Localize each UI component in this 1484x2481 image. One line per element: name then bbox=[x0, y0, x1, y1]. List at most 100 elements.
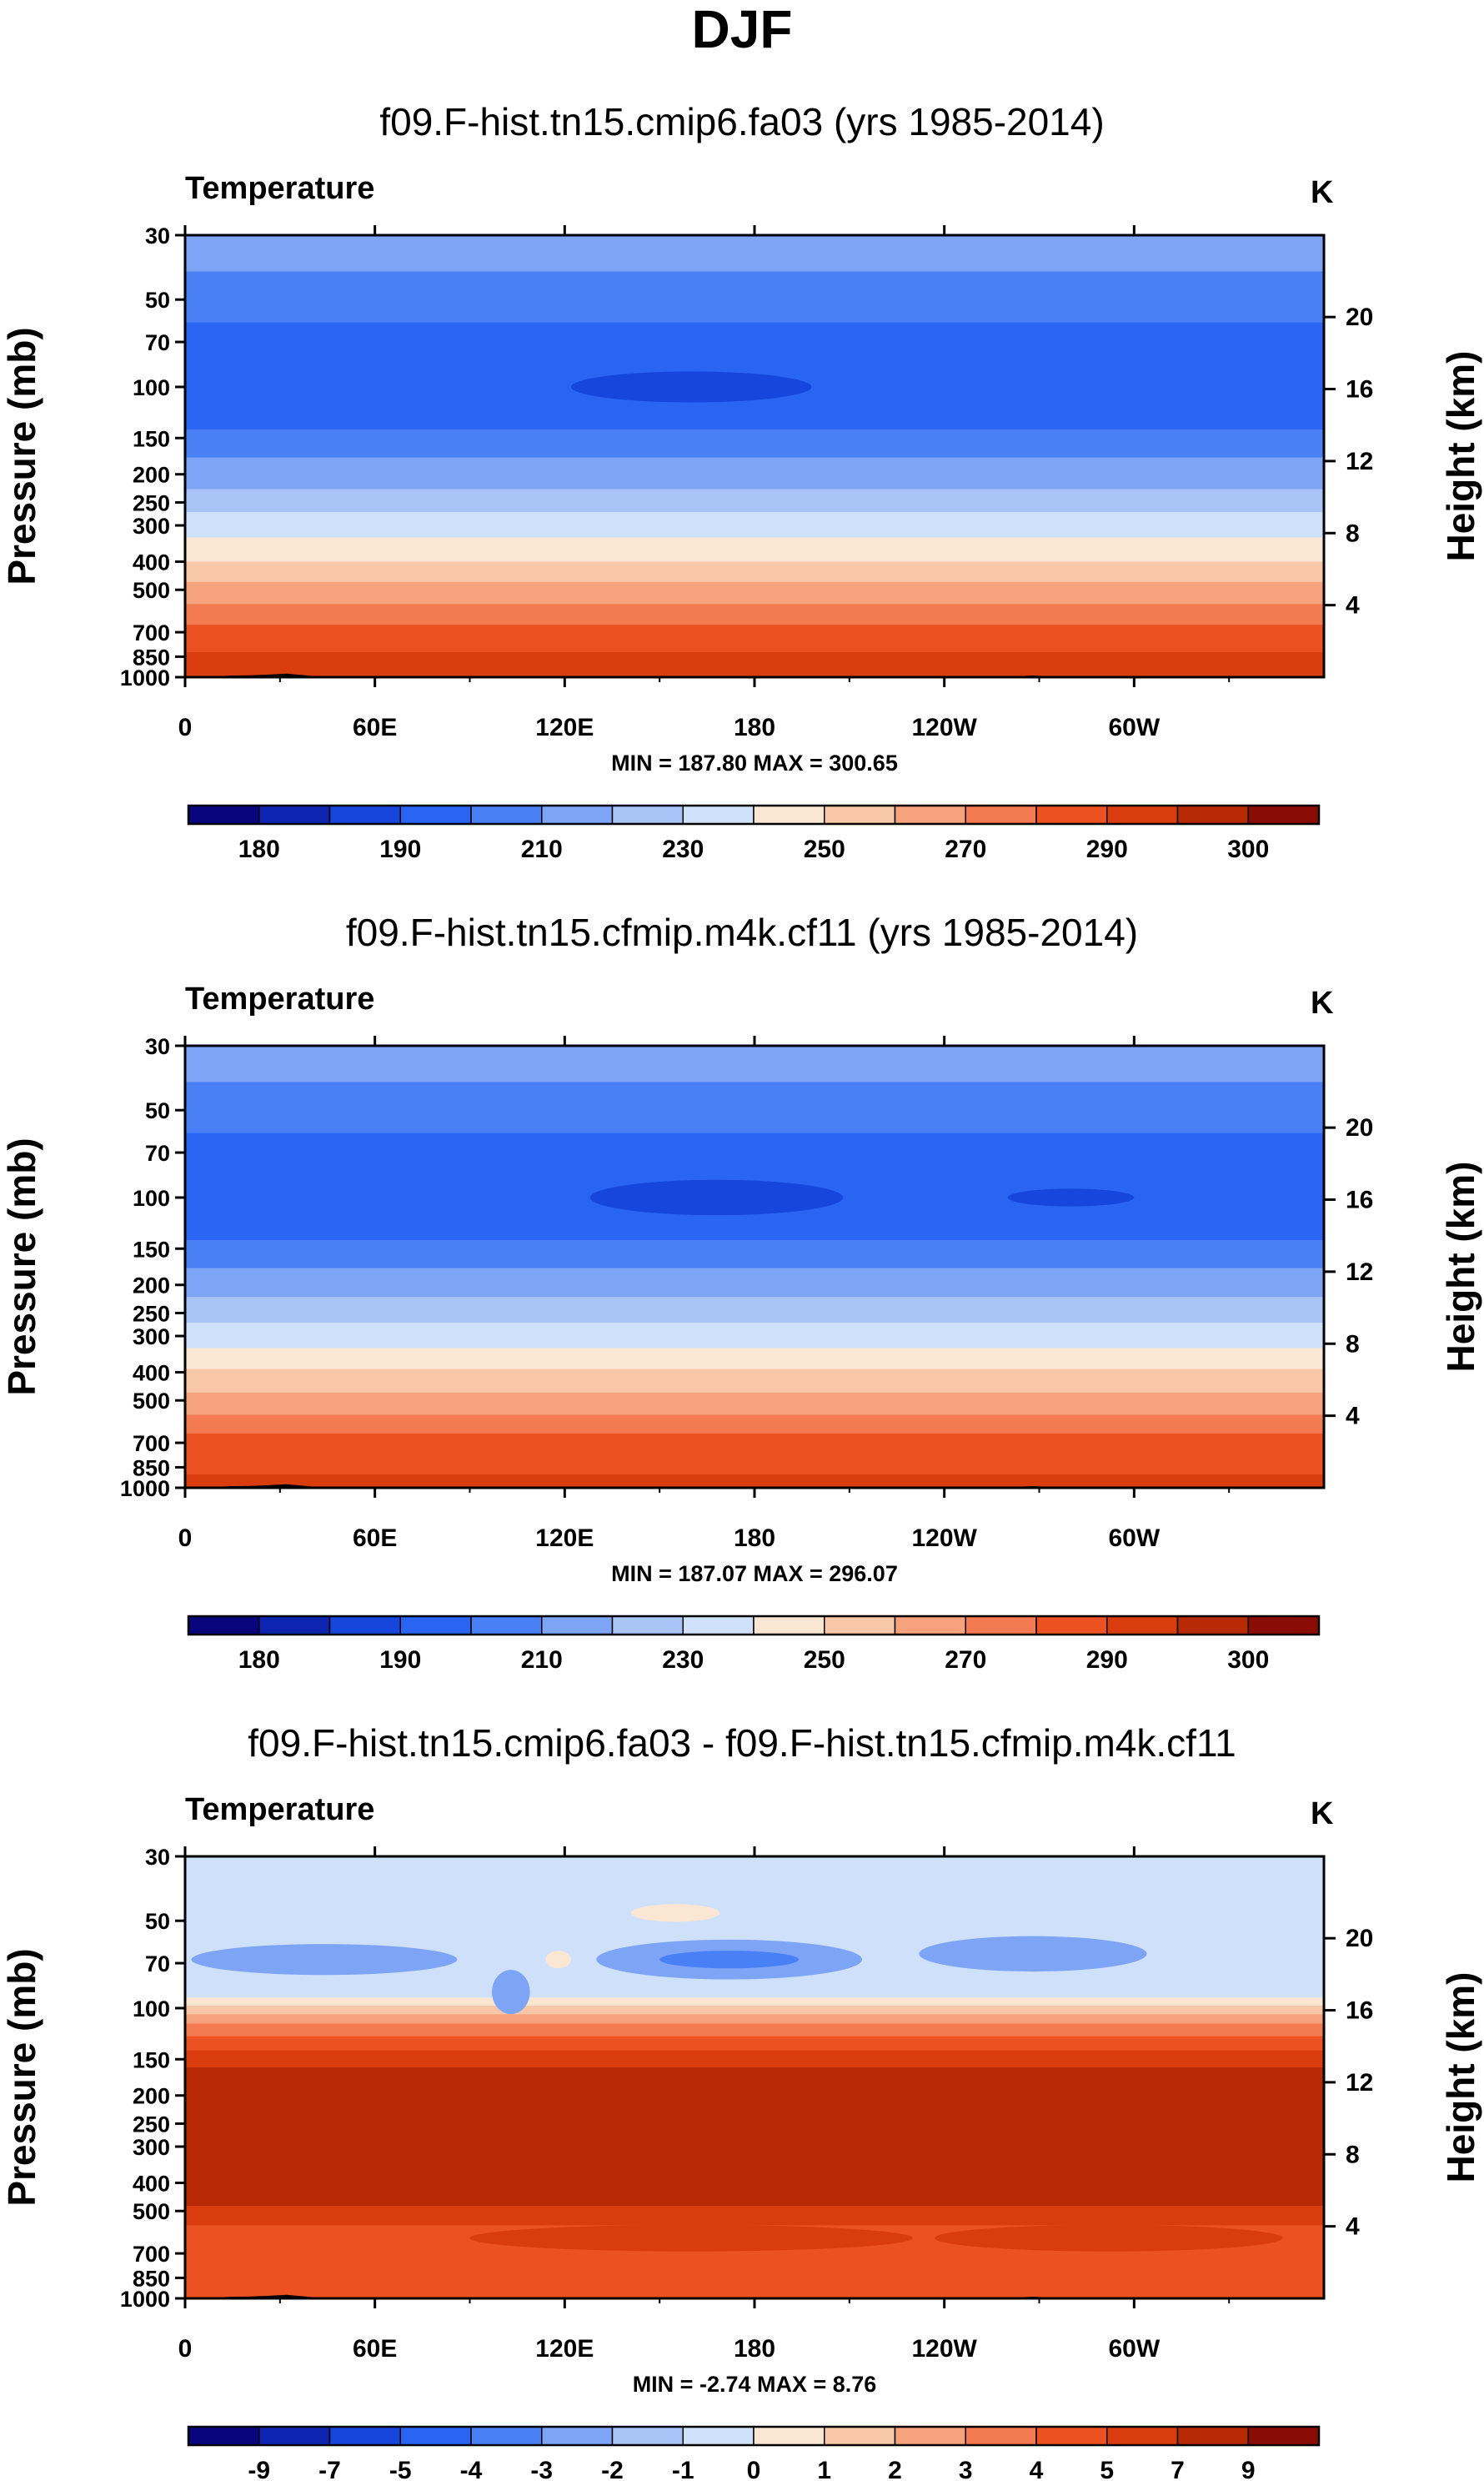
height-tick-label: 20 bbox=[1346, 1114, 1373, 1142]
colorbar-label: -5 bbox=[389, 2457, 412, 2481]
contour-feature bbox=[919, 1936, 1147, 1972]
colorbar-label: 300 bbox=[1227, 836, 1269, 863]
height-tick-label: 8 bbox=[1346, 2141, 1360, 2168]
colorbar-swatch bbox=[682, 805, 755, 825]
min-max-text: MIN = 187.80 MAX = 300.65 bbox=[611, 751, 898, 776]
pressure-tick-label: 70 bbox=[145, 330, 170, 355]
colorbar-label: 3 bbox=[959, 2457, 973, 2481]
panel-difference: f09.F-hist.tn15.cmip6.fa03 - f09.F-hist.… bbox=[0, 1721, 1482, 2481]
x-tick-label: 120W bbox=[911, 2335, 977, 2363]
variable-label: Temperature bbox=[185, 982, 374, 1017]
colorbar-label: 1 bbox=[817, 2457, 831, 2481]
contour-band bbox=[185, 2067, 1324, 2207]
contour-feature bbox=[570, 371, 812, 403]
unit-label: K bbox=[1311, 175, 1334, 210]
colorbar-swatch bbox=[965, 2426, 1037, 2446]
pressure-tick-label: 850 bbox=[133, 645, 170, 670]
colorbar-label: 270 bbox=[945, 836, 986, 863]
contour-feature bbox=[631, 1904, 720, 1922]
colorbar-swatch bbox=[188, 1615, 260, 1635]
variable-label: Temperature bbox=[185, 1792, 374, 1827]
colorbar-swatch bbox=[541, 805, 614, 825]
height-axis-label: Height (km) bbox=[1439, 351, 1482, 562]
contour-band bbox=[185, 2014, 1324, 2025]
colorbar-swatch bbox=[399, 2426, 472, 2446]
colorbar-label: -3 bbox=[530, 2457, 553, 2481]
pressure-tick-label: 300 bbox=[133, 1324, 170, 1349]
colorbar-swatch bbox=[328, 1615, 401, 1635]
panel-title: f09.F-hist.tn15.cmip6.fa03 - f09.F-hist.… bbox=[248, 1721, 1236, 1765]
contour-band bbox=[185, 1239, 1324, 1269]
pressure-axis-label: Pressure (mb) bbox=[0, 1138, 43, 1395]
figure-title: DJF bbox=[692, 0, 793, 59]
min-max-text: MIN = 187.07 MAX = 296.07 bbox=[611, 1561, 898, 1586]
pressure-tick-label: 70 bbox=[145, 1141, 170, 1166]
colorbar-swatch bbox=[1106, 1615, 1179, 1635]
contour-band bbox=[185, 429, 1324, 459]
contour-band bbox=[185, 1414, 1324, 1434]
contour-feature bbox=[492, 1970, 530, 2015]
colorbar-swatch bbox=[965, 1615, 1037, 1635]
colorbar-label: 4 bbox=[1030, 2457, 1044, 2481]
colorbar-swatch bbox=[1176, 1615, 1249, 1635]
colorbar-swatch bbox=[470, 2426, 543, 2446]
colorbar-swatch bbox=[894, 2426, 966, 2446]
contour-band bbox=[185, 1369, 1324, 1394]
colorbar-label: 290 bbox=[1086, 1646, 1128, 1674]
x-tick-label: 60E bbox=[353, 1524, 397, 1552]
colorbar-swatch bbox=[470, 805, 543, 825]
contour-band bbox=[185, 2023, 1324, 2037]
x-tick-label: 120W bbox=[911, 714, 977, 741]
pressure-tick-label: 30 bbox=[145, 1034, 170, 1059]
x-tick-label: 180 bbox=[734, 1524, 775, 1552]
colorbar-swatch bbox=[258, 2426, 331, 2446]
colorbar-label: 9 bbox=[1241, 2457, 1256, 2481]
height-tick-label: 12 bbox=[1346, 2069, 1373, 2097]
x-tick-label: 60W bbox=[1108, 1524, 1160, 1552]
height-tick-label: 12 bbox=[1346, 1258, 1373, 1286]
contour-band bbox=[185, 2050, 1324, 2068]
contour-band bbox=[185, 625, 1324, 653]
colorbar-swatch bbox=[1247, 1615, 1320, 1635]
colorbar-swatch bbox=[399, 805, 472, 825]
pressure-tick-label: 70 bbox=[145, 1951, 170, 1976]
colorbar-label: 300 bbox=[1227, 1646, 1269, 1674]
x-tick-label: 60W bbox=[1108, 714, 1160, 741]
contour-feature bbox=[1007, 1188, 1135, 1207]
colorbar-swatch bbox=[611, 1615, 684, 1635]
pressure-tick-label: 400 bbox=[133, 550, 170, 575]
colorbar-swatch bbox=[894, 1615, 966, 1635]
colorbar-swatch bbox=[1176, 2426, 1249, 2446]
contour-band bbox=[185, 652, 1324, 677]
pressure-tick-label: 850 bbox=[133, 2266, 170, 2291]
height-tick-label: 20 bbox=[1346, 304, 1373, 331]
colorbar-label: -7 bbox=[318, 2457, 341, 2481]
pressure-tick-label: 700 bbox=[133, 620, 170, 645]
colorbar-frame bbox=[187, 804, 1321, 826]
colorbar-swatch bbox=[399, 1615, 472, 1635]
colorbar-swatch bbox=[611, 2426, 684, 2446]
pressure-tick-label: 200 bbox=[133, 2084, 170, 2109]
contour-feature bbox=[191, 1944, 458, 1976]
contour-band bbox=[185, 561, 1324, 583]
contour-band bbox=[185, 1323, 1324, 1349]
contour-band bbox=[185, 489, 1324, 513]
contour-band bbox=[185, 1392, 1324, 1415]
height-tick-label: 16 bbox=[1346, 376, 1373, 404]
contour-band bbox=[185, 1046, 1324, 1083]
pressure-tick-label: 1000 bbox=[120, 2287, 170, 2312]
height-tick-label: 20 bbox=[1346, 1925, 1373, 1952]
pressure-tick-label: 150 bbox=[133, 426, 170, 451]
contour-band bbox=[185, 1348, 1324, 1370]
pressure-tick-label: 1000 bbox=[120, 665, 170, 691]
x-tick-label: 60E bbox=[353, 2335, 397, 2363]
colorbar-label: 0 bbox=[747, 2457, 761, 2481]
height-tick-label: 4 bbox=[1346, 2213, 1360, 2241]
colorbar-swatch bbox=[328, 805, 401, 825]
height-tick-label: 16 bbox=[1346, 1187, 1373, 1214]
pressure-tick-label: 250 bbox=[133, 2112, 170, 2137]
colorbar-label: 210 bbox=[521, 1646, 563, 1674]
colorbar-swatch bbox=[1247, 2426, 1320, 2446]
contour-band bbox=[185, 2206, 1324, 2226]
